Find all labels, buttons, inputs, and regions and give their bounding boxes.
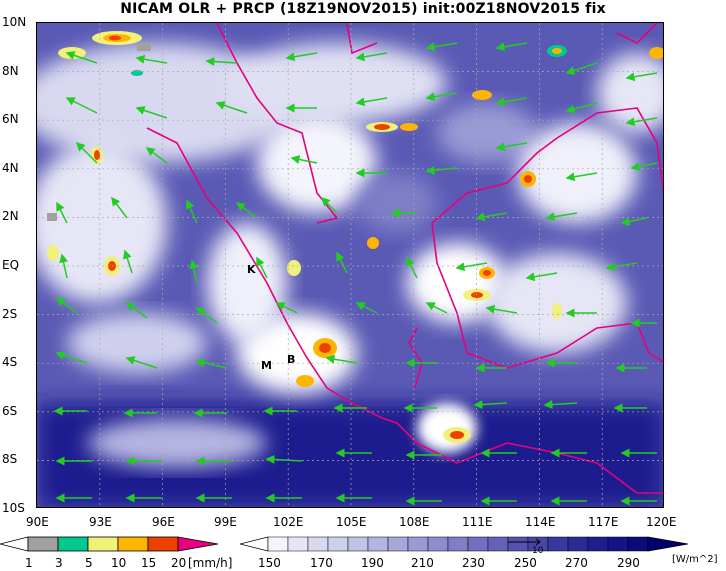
lon-label: 96E xyxy=(152,515,175,529)
precip-colorbar xyxy=(0,536,219,552)
precip-unit: [mm/h] xyxy=(188,556,233,570)
map-title: NICAM OLR + PRCP (18Z19NOV2015) init:00Z… xyxy=(120,1,606,17)
vector-reference-label: 10 xyxy=(532,546,544,556)
lat-label: EQ xyxy=(2,258,20,272)
lon-label: 99E xyxy=(214,515,237,529)
olr-tick: 210 xyxy=(411,556,434,570)
lat-label: 4N xyxy=(2,161,19,175)
olr-colorbar xyxy=(240,536,689,552)
lon-label: 90E xyxy=(26,515,49,529)
coastlines xyxy=(146,23,663,494)
olr-tick: 230 xyxy=(462,556,485,570)
precip-tick: 5 xyxy=(85,556,93,570)
olr-tick: 190 xyxy=(361,556,384,570)
olr-tick: 150 xyxy=(258,556,281,570)
lat-label: 2N xyxy=(2,209,19,223)
lon-label: 102E xyxy=(273,515,304,529)
precip-tick: 20 xyxy=(171,556,187,570)
lat-label: 6S xyxy=(2,404,18,418)
lon-label: 93E xyxy=(89,515,112,529)
lat-label: 2S xyxy=(2,307,18,321)
lat-label: 10S xyxy=(2,501,25,515)
lon-label: 108E xyxy=(399,515,430,529)
lat-label: 8S xyxy=(2,452,18,466)
lon-label: 114E xyxy=(525,515,556,529)
precip-tick: 15 xyxy=(141,556,157,570)
lat-label: 10N xyxy=(2,15,27,29)
olr-tick: 290 xyxy=(617,556,640,570)
lon-label: 105E xyxy=(336,515,367,529)
lat-label: 8N xyxy=(2,64,19,78)
lat-label: 6N xyxy=(2,112,19,126)
olr-tick: 170 xyxy=(310,556,333,570)
olr-tick: 270 xyxy=(565,556,588,570)
precip-tick: 3 xyxy=(55,556,63,570)
olr-unit: [W/m^2] xyxy=(672,554,718,565)
olr-precip-map: K M B xyxy=(37,23,663,507)
precip-tick: 1 xyxy=(25,556,33,570)
lon-label: 120E xyxy=(646,515,677,529)
lon-label: 117E xyxy=(588,515,619,529)
precip-tick: 10 xyxy=(111,556,127,570)
place-marker-m: M xyxy=(261,359,272,372)
lon-label: 111E xyxy=(462,515,493,529)
map-panel: K M B xyxy=(36,22,664,508)
olr-tick: 250 xyxy=(514,556,537,570)
lat-label: 4S xyxy=(2,355,18,369)
place-marker-b: B xyxy=(287,353,295,366)
place-marker-k: K xyxy=(247,263,256,276)
wind-vectors xyxy=(53,42,658,506)
